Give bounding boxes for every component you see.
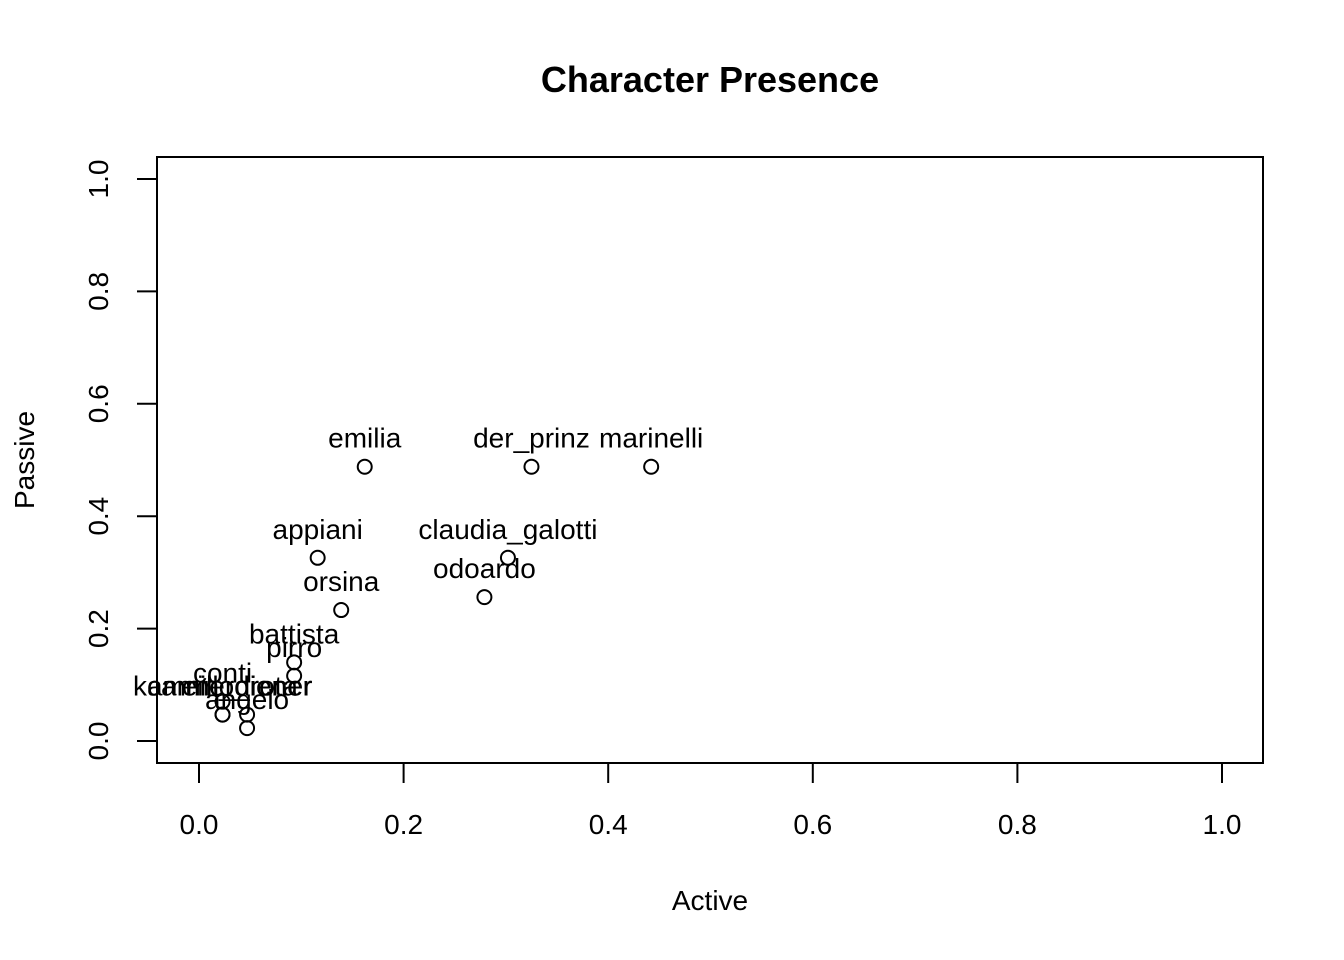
point-label: angelo xyxy=(205,684,289,715)
x-tick-label: 0.0 xyxy=(180,809,219,840)
data-point xyxy=(476,589,493,606)
point-label: appiani xyxy=(273,514,363,545)
data-point xyxy=(309,549,326,566)
point-label: orsina xyxy=(303,566,380,597)
point-labels: emilia der_prinz marinelli appiani claudia_g… xyxy=(133,423,703,715)
data-point xyxy=(499,549,516,566)
x-tick-label: 1.0 xyxy=(1203,809,1242,840)
data-points xyxy=(214,458,660,737)
data-point xyxy=(214,706,231,723)
data-point xyxy=(333,602,350,619)
point-label: odoardo xyxy=(433,553,536,584)
x-tick-label: 0.8 xyxy=(998,809,1037,840)
y-tick-label: 0.6 xyxy=(83,384,114,423)
x-tick-label: 0.6 xyxy=(793,809,832,840)
data-point xyxy=(643,458,660,475)
y-tick-label: 0.0 xyxy=(83,722,114,761)
chart-title: Character Presence xyxy=(541,59,879,100)
x-axis-label: Active xyxy=(672,885,748,916)
data-point xyxy=(239,720,256,737)
y-tick-label: 1.0 xyxy=(83,160,114,199)
point-label: kammerdiener xyxy=(133,671,312,702)
point-label: marinelli xyxy=(599,423,703,454)
point-label: battista xyxy=(249,618,340,649)
point-label: ein_diener xyxy=(182,671,313,702)
x-axis: 0.0 0.2 0.4 0.6 0.8 1.0 xyxy=(180,762,1242,840)
x-tick-label: 0.2 xyxy=(384,809,423,840)
point-label: emilia xyxy=(328,423,402,454)
y-tick-label: 0.2 xyxy=(83,609,114,648)
y-axis: 0.0 0.2 0.4 0.6 0.8 1.0 xyxy=(83,160,158,761)
x-tick-label: 0.4 xyxy=(589,809,628,840)
point-label: conti xyxy=(193,658,252,689)
y-tick-label: 0.4 xyxy=(83,497,114,536)
y-tick-label: 0.8 xyxy=(83,272,114,311)
data-point xyxy=(214,693,231,710)
point-label: der_prinz xyxy=(473,423,590,454)
data-point xyxy=(286,667,303,684)
point-label: claudia_galotti xyxy=(418,514,597,545)
y-axis-label: Passive xyxy=(9,411,40,509)
point-label: camillo_rota xyxy=(147,671,298,702)
data-point xyxy=(523,458,540,475)
point-label: pirro xyxy=(266,632,322,663)
data-point xyxy=(356,458,373,475)
plot-frame xyxy=(156,156,1264,764)
